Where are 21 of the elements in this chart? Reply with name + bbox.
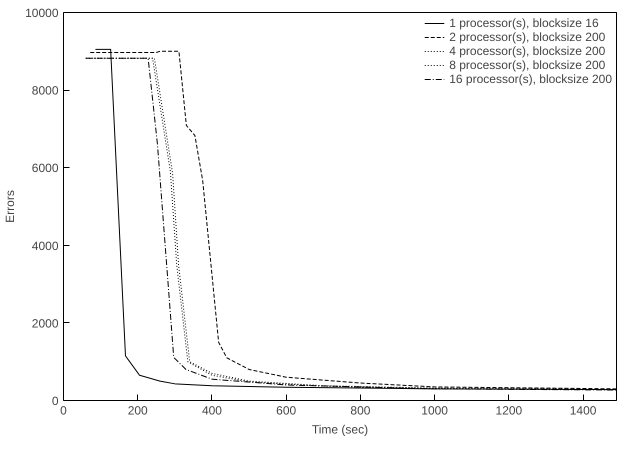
x-tick-label: 200 [128,404,148,418]
y-tick-label: 8000 [32,84,59,98]
y-tick-label: 10000 [25,6,59,20]
legend-label: 2 processor(s), blocksize 200 [449,30,606,44]
y-tick-label: 4000 [32,238,59,253]
x-tick-label: 400 [202,404,222,418]
y-tick-label: 2000 [32,316,59,330]
y-tick-label: 0 [52,394,59,408]
x-tick-label: 1000 [421,404,448,418]
legend-label: 8 processor(s), blocksize 200 [449,58,606,72]
legend-label: 16 processor(s), blocksize 200 [449,72,612,86]
x-tick-label: 1400 [570,404,597,418]
x-tick-label: 800 [350,404,371,418]
x-tick-label: 1200 [496,404,523,418]
legend-label: 4 processor(s), blocksize 200 [449,44,606,58]
y-axis-title: Errors [3,190,18,223]
x-axis-title: Time (sec) [312,422,368,436]
x-tick-label: 0 [60,404,68,418]
x-tick-label: 600 [276,404,297,418]
y-tick-label: 6000 [32,161,59,176]
legend-label: 1 processor(s), blocksize 16 [449,16,599,30]
